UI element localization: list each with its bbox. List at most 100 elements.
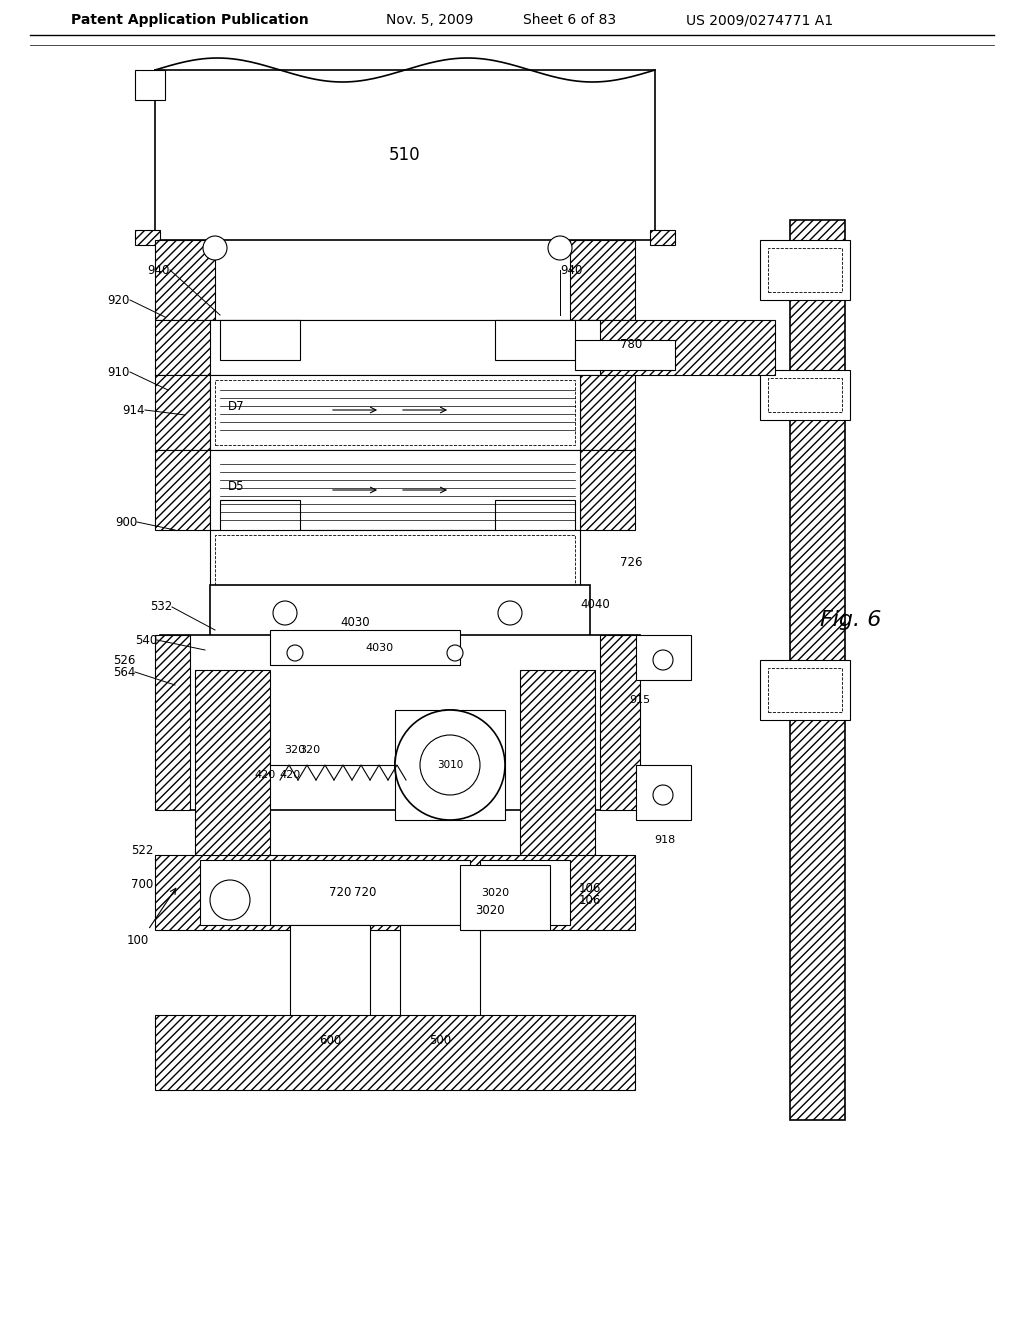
Bar bbox=[768, 668, 842, 711]
Text: 914: 914 bbox=[123, 404, 145, 417]
Text: 600: 600 bbox=[318, 1034, 341, 1047]
Bar bbox=[600, 635, 640, 810]
Text: 720: 720 bbox=[329, 887, 351, 899]
Bar bbox=[155, 319, 775, 375]
Bar bbox=[768, 378, 842, 412]
Bar bbox=[270, 861, 470, 925]
Text: 3010: 3010 bbox=[437, 760, 463, 770]
Bar bbox=[650, 230, 675, 246]
Bar bbox=[135, 230, 160, 246]
Text: 420: 420 bbox=[280, 770, 301, 780]
Text: 780: 780 bbox=[620, 338, 642, 351]
Text: D7: D7 bbox=[228, 400, 245, 413]
Bar bbox=[768, 248, 842, 292]
Bar bbox=[570, 240, 635, 319]
Text: 564: 564 bbox=[113, 665, 135, 678]
Text: 540: 540 bbox=[135, 634, 157, 647]
Circle shape bbox=[447, 645, 463, 661]
Text: 726: 726 bbox=[620, 557, 642, 569]
Circle shape bbox=[203, 236, 227, 260]
Bar bbox=[160, 635, 640, 810]
Text: 700: 700 bbox=[131, 879, 153, 891]
Text: 526: 526 bbox=[114, 653, 136, 667]
Bar bbox=[135, 70, 165, 100]
Bar bbox=[495, 500, 575, 540]
Bar bbox=[290, 925, 370, 1020]
Bar bbox=[270, 630, 460, 665]
Bar bbox=[210, 450, 580, 531]
Text: 910: 910 bbox=[108, 366, 130, 379]
Bar bbox=[210, 585, 590, 640]
Text: 500: 500 bbox=[429, 1034, 451, 1047]
Bar bbox=[210, 319, 600, 375]
Text: 940: 940 bbox=[147, 264, 170, 276]
Circle shape bbox=[287, 645, 303, 661]
Bar bbox=[155, 450, 210, 531]
Text: 720: 720 bbox=[354, 887, 376, 899]
Bar bbox=[210, 375, 580, 450]
Text: 900: 900 bbox=[115, 516, 137, 528]
Text: Nov. 5, 2009: Nov. 5, 2009 bbox=[386, 13, 474, 26]
Bar bbox=[155, 70, 655, 240]
Bar bbox=[580, 450, 635, 531]
Circle shape bbox=[653, 649, 673, 671]
Bar bbox=[155, 375, 210, 450]
Text: 106: 106 bbox=[579, 882, 601, 895]
Bar bbox=[215, 535, 575, 585]
Text: D5: D5 bbox=[228, 480, 245, 494]
Circle shape bbox=[395, 710, 505, 820]
Text: 4030: 4030 bbox=[366, 643, 394, 653]
Circle shape bbox=[273, 601, 297, 624]
Text: 106: 106 bbox=[579, 894, 601, 907]
Text: 920: 920 bbox=[108, 293, 130, 306]
Text: Fig. 6: Fig. 6 bbox=[820, 610, 882, 630]
Text: 320: 320 bbox=[299, 744, 321, 755]
Bar bbox=[395, 710, 505, 820]
Bar bbox=[790, 220, 845, 1119]
Text: 532: 532 bbox=[150, 601, 172, 614]
Bar bbox=[200, 861, 290, 925]
Bar bbox=[155, 635, 190, 810]
Text: 3020: 3020 bbox=[481, 888, 509, 898]
Bar bbox=[220, 500, 300, 540]
Text: 4040: 4040 bbox=[580, 598, 609, 611]
Text: 915: 915 bbox=[630, 696, 650, 705]
Text: 3020: 3020 bbox=[475, 903, 505, 916]
Circle shape bbox=[653, 785, 673, 805]
Bar bbox=[195, 671, 270, 861]
Bar bbox=[760, 660, 850, 719]
Bar bbox=[155, 855, 635, 931]
Circle shape bbox=[210, 880, 250, 920]
Text: 940: 940 bbox=[560, 264, 583, 276]
Bar bbox=[760, 370, 850, 420]
Circle shape bbox=[420, 735, 480, 795]
Bar bbox=[215, 380, 575, 445]
Bar bbox=[155, 240, 215, 319]
Bar bbox=[155, 1015, 635, 1090]
Text: 420: 420 bbox=[254, 770, 275, 780]
Bar bbox=[760, 240, 850, 300]
Bar bbox=[400, 925, 480, 1020]
Bar bbox=[580, 375, 635, 450]
Text: 100: 100 bbox=[127, 933, 150, 946]
Bar bbox=[575, 341, 675, 370]
Bar bbox=[636, 635, 691, 680]
Text: 510: 510 bbox=[389, 147, 421, 164]
Bar bbox=[520, 671, 595, 861]
Bar bbox=[636, 766, 691, 820]
Circle shape bbox=[548, 236, 572, 260]
Bar bbox=[460, 865, 550, 931]
Text: 4030: 4030 bbox=[340, 616, 370, 630]
Text: 918: 918 bbox=[654, 836, 676, 845]
Text: Sheet 6 of 83: Sheet 6 of 83 bbox=[523, 13, 616, 26]
Circle shape bbox=[498, 601, 522, 624]
Bar bbox=[210, 531, 580, 590]
Bar bbox=[220, 319, 300, 360]
Text: Patent Application Publication: Patent Application Publication bbox=[71, 13, 309, 26]
Text: 522: 522 bbox=[131, 843, 153, 857]
Text: 320: 320 bbox=[285, 744, 305, 755]
Text: US 2009/0274771 A1: US 2009/0274771 A1 bbox=[686, 13, 834, 26]
Bar bbox=[495, 319, 575, 360]
Circle shape bbox=[490, 880, 530, 920]
Circle shape bbox=[395, 710, 505, 820]
